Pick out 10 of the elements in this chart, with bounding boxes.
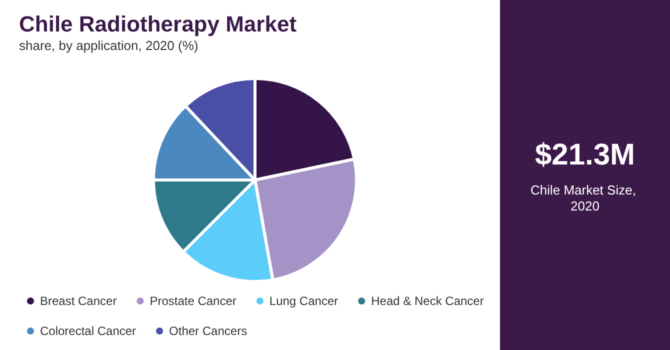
chart-title: Chile Radiotherapy Market <box>19 12 298 36</box>
legend-label: Head & Neck Cancer <box>371 294 484 308</box>
legend-label: Prostate Cancer <box>150 294 236 308</box>
text: Chile Market Size, 2020 <box>530 182 640 214</box>
legend-label: Lung Cancer <box>269 294 338 308</box>
legend-label: Breast Cancer <box>40 294 117 308</box>
text: $21.3M <box>534 138 636 172</box>
legend-label: Colorectal Cancer <box>40 324 136 338</box>
legend-label: Other Cancers <box>169 324 248 338</box>
chart-subtitle: share, by application, 2020 (%) <box>19 38 198 53</box>
